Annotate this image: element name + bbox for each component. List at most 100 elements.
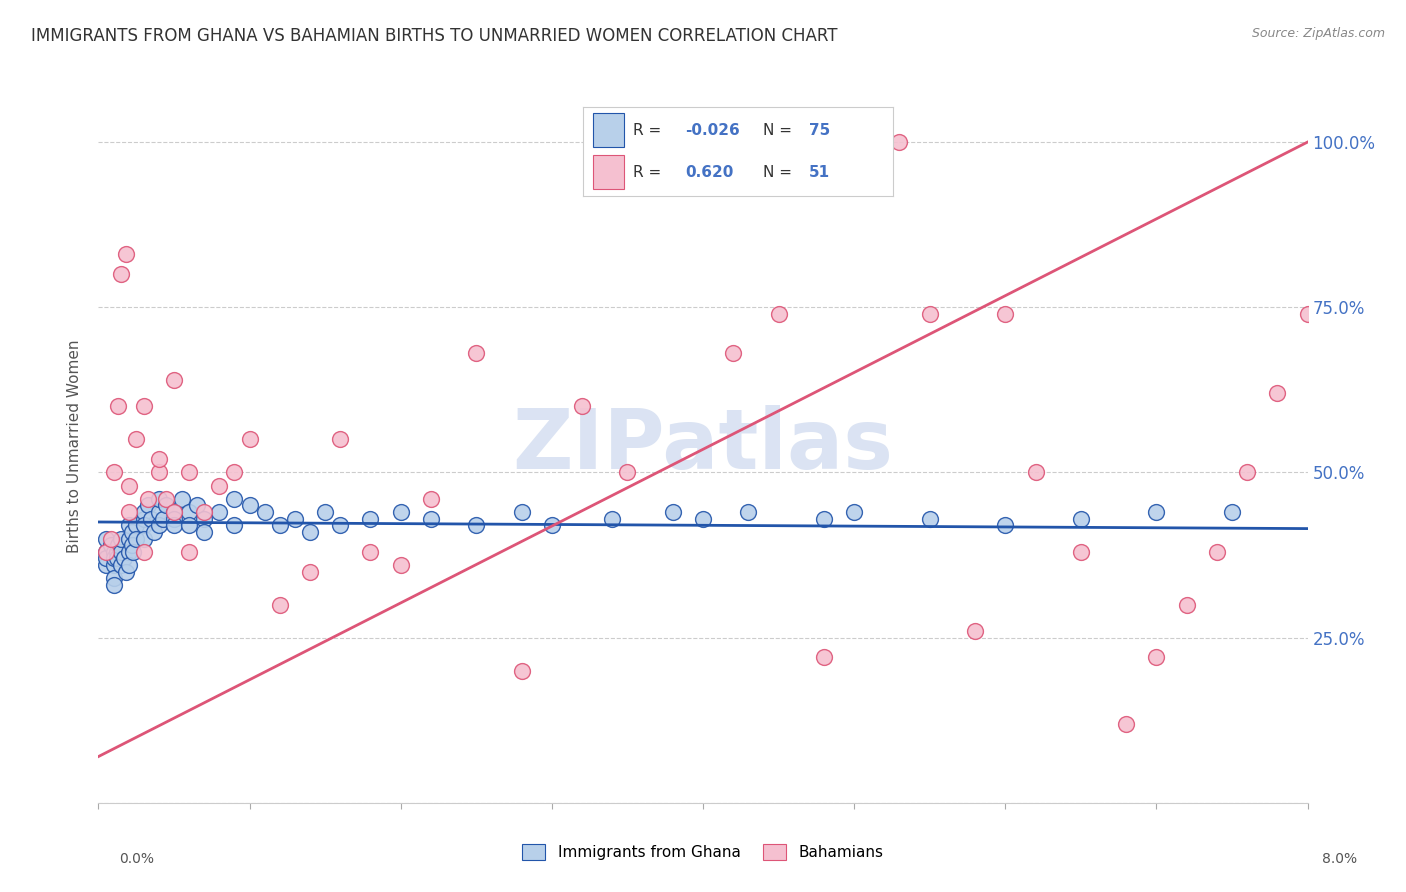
Text: ZIPatlas: ZIPatlas xyxy=(513,406,893,486)
Point xyxy=(314,505,336,519)
Point xyxy=(329,433,352,447)
Point xyxy=(110,558,132,572)
Point xyxy=(152,511,174,525)
Point xyxy=(179,505,201,519)
Point xyxy=(125,518,148,533)
Point xyxy=(94,532,117,546)
Point xyxy=(1296,307,1319,321)
Point xyxy=(692,511,714,525)
Point xyxy=(179,545,201,559)
Point xyxy=(118,518,141,533)
Point xyxy=(118,545,141,559)
Point xyxy=(224,491,246,506)
Point xyxy=(723,346,745,360)
Point xyxy=(103,545,125,559)
Point xyxy=(1175,598,1198,612)
Point xyxy=(224,466,246,480)
Point xyxy=(465,346,488,360)
Point xyxy=(602,511,624,525)
Point xyxy=(1115,716,1137,731)
Point xyxy=(148,491,170,506)
Point xyxy=(239,499,262,513)
Point xyxy=(1025,466,1047,480)
Point xyxy=(768,307,790,321)
Text: 8.0%: 8.0% xyxy=(1322,852,1357,866)
Text: 51: 51 xyxy=(810,165,831,179)
Point xyxy=(1220,505,1243,519)
Point xyxy=(208,478,231,492)
Point xyxy=(163,505,186,519)
Point xyxy=(737,505,759,519)
Point xyxy=(284,511,307,525)
Point xyxy=(329,518,352,533)
Point xyxy=(170,491,193,506)
Point xyxy=(110,545,132,559)
Legend: Immigrants from Ghana, Bahamians: Immigrants from Ghana, Bahamians xyxy=(516,838,890,866)
Point xyxy=(163,373,186,387)
Point xyxy=(299,524,322,539)
Point xyxy=(186,499,208,513)
Point xyxy=(132,545,155,559)
Point xyxy=(208,505,231,519)
Point xyxy=(193,505,215,519)
Point xyxy=(155,491,177,506)
Y-axis label: Births to Unmarried Women: Births to Unmarried Women xyxy=(67,339,83,553)
Point xyxy=(94,545,117,559)
Point xyxy=(125,433,148,447)
Point xyxy=(105,545,128,559)
Point xyxy=(141,511,163,525)
Point xyxy=(253,505,276,519)
Point xyxy=(540,518,562,533)
Point xyxy=(114,565,136,579)
Point xyxy=(103,571,125,585)
Bar xyxy=(593,155,624,189)
Point xyxy=(132,518,155,533)
Point xyxy=(193,511,215,525)
Point xyxy=(132,532,155,546)
Point xyxy=(360,511,382,525)
Point xyxy=(299,565,322,579)
Point xyxy=(100,538,122,552)
Point xyxy=(103,551,125,566)
Point xyxy=(100,532,122,546)
Point xyxy=(918,511,941,525)
Point xyxy=(94,551,117,566)
Point xyxy=(389,505,412,519)
Point xyxy=(360,545,382,559)
Point xyxy=(107,400,129,414)
Point xyxy=(103,558,125,572)
Point xyxy=(136,491,159,506)
Point xyxy=(571,400,593,414)
Point xyxy=(994,518,1017,533)
Point xyxy=(122,545,145,559)
Point xyxy=(148,505,170,519)
Point xyxy=(132,511,155,525)
Point xyxy=(813,650,835,665)
Point xyxy=(239,433,262,447)
Point xyxy=(125,532,148,546)
Point xyxy=(118,532,141,546)
Point xyxy=(465,518,488,533)
Point xyxy=(110,532,132,546)
Text: 0.0%: 0.0% xyxy=(120,852,155,866)
Point xyxy=(163,511,186,525)
Point xyxy=(110,267,132,281)
Point xyxy=(94,558,117,572)
Point xyxy=(148,518,170,533)
Point xyxy=(420,511,443,525)
Point xyxy=(269,598,291,612)
Point xyxy=(179,518,201,533)
Point xyxy=(112,551,135,566)
Point xyxy=(1236,466,1258,480)
Point xyxy=(389,558,412,572)
Text: R =: R = xyxy=(633,123,661,137)
Point xyxy=(136,499,159,513)
Point xyxy=(510,505,533,519)
Point xyxy=(107,538,129,552)
Point xyxy=(1146,505,1168,519)
Point xyxy=(121,538,143,552)
Point xyxy=(994,307,1017,321)
Point xyxy=(103,466,125,480)
Point xyxy=(193,524,215,539)
Point xyxy=(179,466,201,480)
